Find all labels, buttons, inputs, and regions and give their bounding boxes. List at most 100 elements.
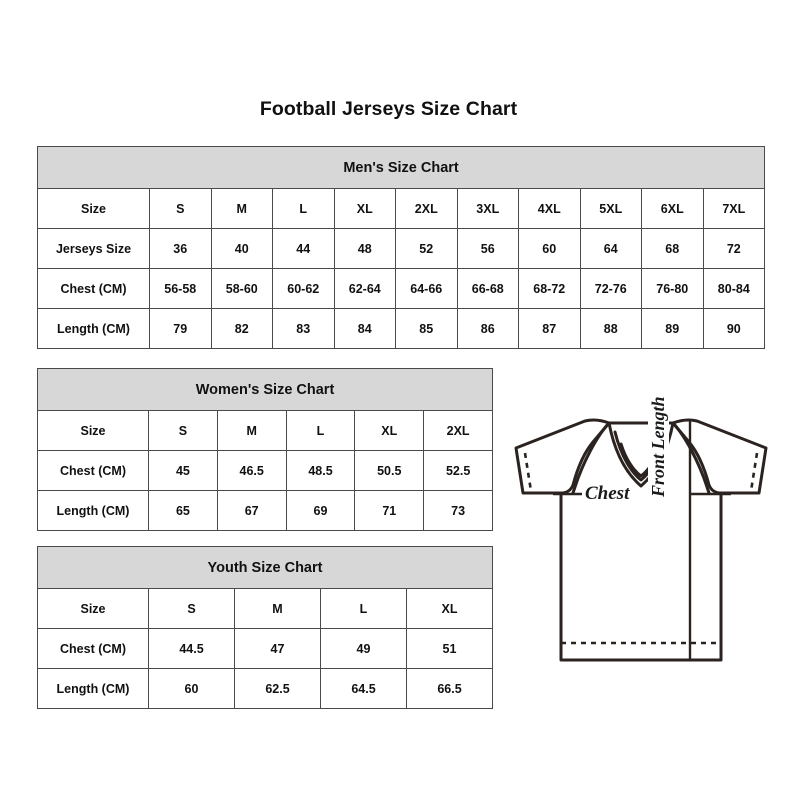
womens-col-header: 2XL — [423, 410, 494, 451]
womens-row-label: Chest (CM) — [37, 450, 149, 491]
womens-row-label: Length (CM) — [37, 490, 149, 531]
mens-cell: 64-66 — [395, 268, 458, 309]
youth-col-header: S — [148, 588, 235, 629]
mens-cell: 89 — [641, 308, 704, 349]
mens-cell: 79 — [149, 308, 212, 349]
youth-cell: 44.5 — [148, 628, 235, 669]
mens-cell: 80-84 — [702, 268, 766, 309]
mens-cell: 72-76 — [579, 268, 642, 309]
table-row: Chest (CM) 44.5 47 49 51 — [37, 628, 493, 669]
womens-cell: 71 — [354, 490, 425, 531]
mens-cell: 56 — [456, 228, 519, 269]
table-row: Chest (CM) 45 46.5 48.5 50.5 52.5 — [37, 450, 494, 491]
right-cuff-stitch-dashed — [749, 452, 759, 492]
table-row: Jerseys Size 36 40 44 48 52 56 60 64 68 … — [37, 228, 766, 269]
youth-col-header: L — [320, 588, 407, 629]
womens-cell: 69 — [285, 490, 356, 531]
table-row: Length (CM) 65 67 69 71 73 — [37, 490, 494, 531]
right-shoulder-seam — [671, 421, 711, 495]
mens-cell: 72 — [702, 228, 766, 269]
youth-table-caption: Youth Size Chart — [37, 546, 493, 589]
mens-cell: 84 — [333, 308, 396, 349]
measurement-guides — [553, 419, 731, 660]
youth-row-label: Chest (CM) — [37, 628, 149, 669]
mens-col-header: 3XL — [456, 188, 519, 229]
jersey-body — [559, 491, 723, 662]
table-row: Chest (CM) 56-58 58-60 60-62 62-64 64-66… — [37, 268, 766, 309]
womens-col-header: S — [148, 410, 218, 451]
mens-col-header: 6XL — [641, 188, 704, 229]
table-caption-row: Men's Size Chart — [36, 146, 766, 189]
womens-row-header-label: Size — [37, 410, 149, 451]
mens-cell: 68-72 — [518, 268, 581, 309]
mens-cell: 66-68 — [456, 268, 519, 309]
youth-cell: 66.5 — [406, 668, 493, 709]
mens-row-label: Jerseys Size — [37, 228, 150, 269]
mens-cell: 90 — [702, 308, 766, 349]
table-row: Length (CM) 79 82 83 84 85 86 87 88 89 9… — [37, 308, 766, 349]
womens-col-header: M — [216, 410, 287, 451]
mens-cell: 36 — [149, 228, 212, 269]
mens-row-label: Length (CM) — [37, 308, 150, 349]
womens-col-header: L — [285, 410, 356, 451]
youth-cell: 47 — [234, 628, 321, 669]
womens-cell: 50.5 — [354, 450, 425, 491]
mens-row-header-label: Size — [37, 188, 150, 229]
youth-cell: 64.5 — [320, 668, 407, 709]
table-header-row: Size S M L XL — [37, 588, 493, 629]
womens-cell: 65 — [148, 490, 218, 531]
mens-col-header: 7XL — [702, 188, 766, 229]
mens-cell: 85 — [395, 308, 458, 349]
mens-cell: 64 — [579, 228, 642, 269]
youth-size-chart-table: Youth Size Chart Size S M L XL Chest (CM… — [37, 546, 493, 709]
mens-col-header: 5XL — [579, 188, 642, 229]
mens-cell: 83 — [272, 308, 335, 349]
left-sleeve — [514, 418, 611, 495]
left-shoulder-seam — [571, 421, 611, 495]
mens-col-header: L — [272, 188, 335, 229]
jersey-outline-icon — [514, 418, 768, 662]
front-length-measurement-label: Front Length — [648, 393, 669, 500]
womens-col-header: XL — [354, 410, 425, 451]
mens-col-header: S — [149, 188, 212, 229]
mens-size-chart-table: Men's Size Chart Size S M L XL 2XL 3XL 4… — [36, 146, 766, 349]
mens-col-header: 2XL — [395, 188, 458, 229]
youth-col-header: XL — [406, 588, 493, 629]
mens-cell: 60-62 — [272, 268, 335, 309]
jersey-measurement-diagram — [505, 392, 777, 688]
mens-cell: 40 — [210, 228, 273, 269]
mens-table-caption: Men's Size Chart — [36, 146, 766, 189]
page-title: Football Jerseys Size Chart — [259, 98, 518, 120]
mens-cell: 88 — [579, 308, 642, 349]
left-cuff-stitch-dashed — [523, 452, 533, 492]
mens-cell: 86 — [456, 308, 519, 349]
mens-cell: 76-80 — [641, 268, 704, 309]
womens-cell: 67 — [216, 490, 287, 531]
table-caption-row: Youth Size Chart — [37, 546, 493, 589]
mens-row-label: Chest (CM) — [37, 268, 150, 309]
mens-cell: 60 — [518, 228, 581, 269]
mens-cell: 87 — [518, 308, 581, 349]
youth-row-label: Length (CM) — [37, 668, 149, 709]
youth-cell: 60 — [148, 668, 235, 709]
right-sleeve — [671, 418, 768, 495]
womens-cell: 73 — [423, 490, 494, 531]
mens-cell: 56-58 — [149, 268, 212, 309]
mens-cell: 44 — [272, 228, 335, 269]
mens-cell: 82 — [210, 308, 273, 349]
table-header-row: Size S M L XL 2XL — [37, 410, 494, 451]
table-header-row: Size S M L XL 2XL 3XL 4XL 5XL 6XL 7XL — [37, 188, 766, 229]
womens-size-chart-table: Women's Size Chart Size S M L XL 2XL Che… — [36, 368, 494, 531]
mens-col-header: M — [210, 188, 273, 229]
mens-cell: 62-64 — [333, 268, 396, 309]
youth-cell: 62.5 — [234, 668, 321, 709]
table-row: Length (CM) 60 62.5 64.5 66.5 — [37, 668, 493, 709]
youth-cell: 51 — [406, 628, 493, 669]
mens-col-header: XL — [333, 188, 396, 229]
youth-cell: 49 — [320, 628, 407, 669]
mens-cell: 48 — [333, 228, 396, 269]
womens-cell: 48.5 — [285, 450, 356, 491]
mens-col-header: 4XL — [518, 188, 581, 229]
youth-col-header: M — [234, 588, 321, 629]
table-caption-row: Women's Size Chart — [36, 368, 494, 411]
